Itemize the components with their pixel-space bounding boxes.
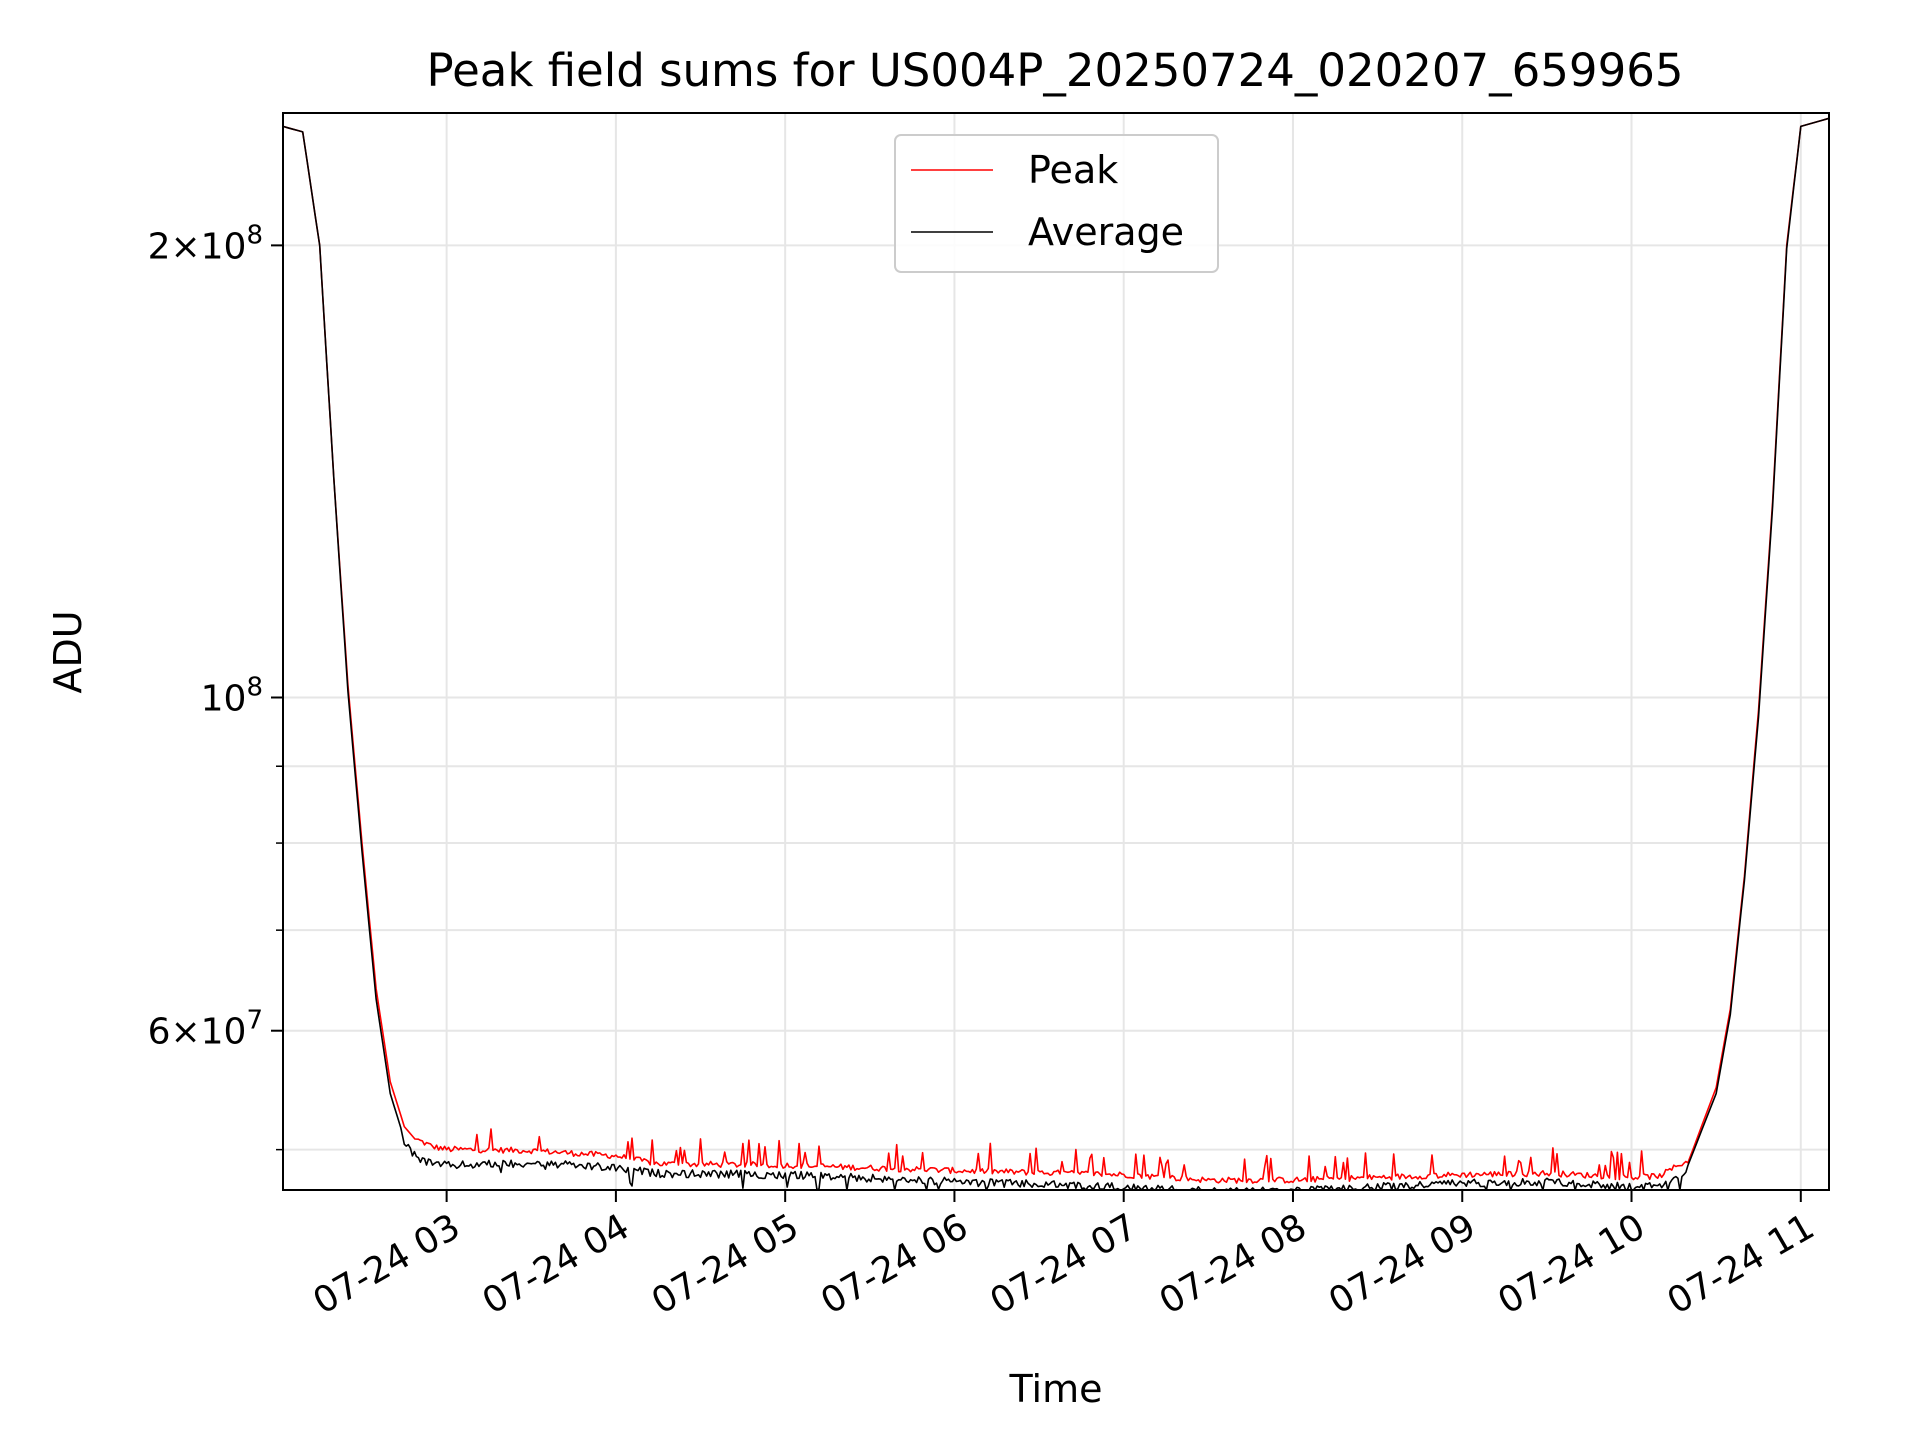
y-tick-label: 108 (201, 673, 263, 720)
series-line-average (282, 117, 1830, 1191)
legend-label-average: Average (1028, 210, 1184, 254)
y-tick-label: 2×108 (148, 220, 263, 267)
chart-title: Peak field sums for US004P_20250724_0202… (427, 44, 1684, 97)
y-axis-label: ADU (46, 610, 90, 693)
plot-frame (282, 112, 1830, 1191)
legend-label-peak: Peak (1028, 148, 1118, 192)
x-axis-label: Time (1009, 1367, 1103, 1411)
series-line-peak (282, 117, 1830, 1184)
legend: Peak Average (894, 134, 1219, 273)
series-layer (282, 117, 1830, 1191)
y-axis: 6×107 108 2×108 (148, 220, 283, 1151)
grid (283, 113, 1829, 1190)
y-tick-label: 6×107 (148, 1006, 263, 1053)
